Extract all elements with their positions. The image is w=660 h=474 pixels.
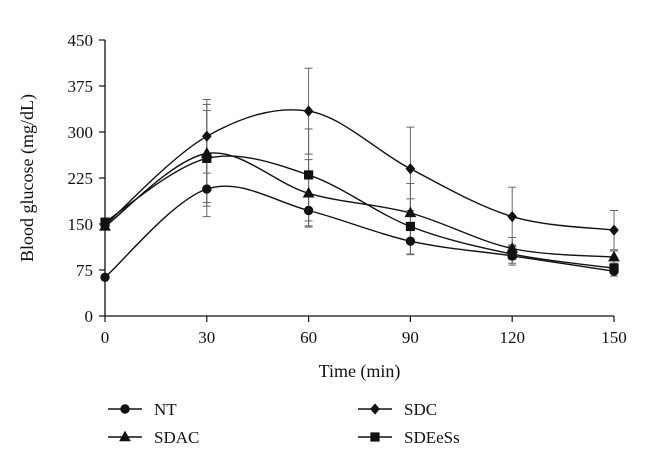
x-tick-label: 120 [499, 328, 525, 347]
legend-item-sdac: SDAC [108, 428, 199, 447]
data-point-sdac [608, 250, 620, 262]
series-lines [104, 109, 615, 278]
data-point-sdeess [303, 170, 314, 180]
x-tick-label: 0 [101, 328, 110, 347]
legend-item-sdc: SDC [358, 400, 437, 419]
axes: 0 75 150 225 300 375 450 0 30 60 90 120 150 [68, 31, 627, 347]
y-tick-label: 150 [68, 215, 94, 234]
data-point-sdac [404, 206, 417, 218]
series-line-sdeess [104, 155, 615, 269]
y-tick-label: 0 [85, 307, 94, 326]
legend-marker-nt [120, 404, 130, 414]
x-tick-label: 60 [300, 328, 317, 347]
data-point-sdeess [100, 217, 110, 227]
y-tick-label: 75 [76, 261, 93, 280]
x-tick-label: 90 [402, 328, 419, 347]
data-point-sdc [405, 163, 416, 175]
legend: NT SDAC SDC SDEeSs [108, 400, 460, 447]
legend-label: SDEeSs [404, 428, 460, 447]
legend-label: SDAC [154, 428, 199, 447]
y-tick-label: 375 [68, 77, 94, 96]
data-point-nt [100, 272, 110, 283]
y-tick-label: 450 [68, 31, 94, 50]
data-point-sdc [201, 130, 212, 142]
x-tick-label: 150 [601, 328, 627, 347]
y-tick-label: 300 [68, 123, 94, 142]
data-point-sdeess [609, 263, 619, 273]
legend-item-sdeess: SDEeSs [358, 428, 460, 447]
data-point-sdeess [202, 153, 212, 163]
data-point-sdc [609, 224, 619, 236]
data-point-sdac [302, 186, 315, 198]
data-point-sdeess [507, 249, 517, 259]
series-line-sdc [104, 109, 615, 231]
data-point-nt [303, 205, 314, 216]
x-axis-label: Time (min) [319, 361, 401, 382]
x-tick-label: 30 [198, 328, 215, 347]
legend-marker-sdac [119, 430, 131, 442]
legend-label: NT [154, 400, 177, 419]
data-point-sdc [303, 105, 314, 117]
legend-item-nt: NT [108, 400, 177, 419]
y-axis-label: Blood glucose (mg/dL) [17, 94, 38, 262]
series-line-sdac [104, 152, 615, 258]
y-tick-label: 225 [68, 169, 94, 188]
series-markers [99, 105, 620, 283]
legend-marker-sdeess [370, 432, 380, 442]
data-point-nt [405, 236, 416, 246]
data-point-sdc [507, 211, 518, 223]
data-point-nt [202, 184, 212, 194]
legend-label: SDC [404, 400, 437, 419]
series-line-nt [104, 185, 615, 278]
legend-marker-sdc [370, 403, 380, 415]
data-point-sdeess [405, 221, 416, 232]
